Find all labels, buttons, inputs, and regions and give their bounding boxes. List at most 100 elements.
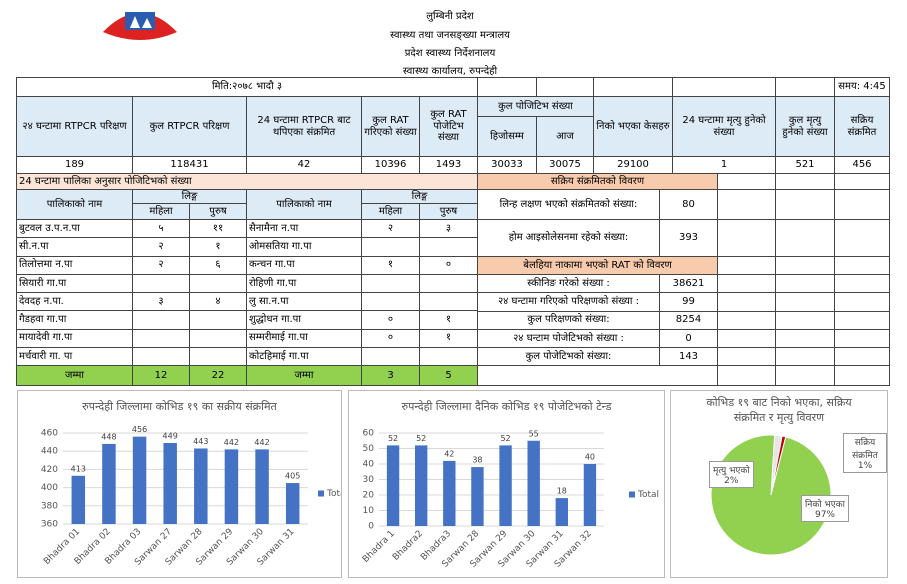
bar [285, 483, 300, 524]
table-cell [834, 274, 890, 294]
value-cell: 10396 [361, 156, 420, 174]
municipal-cell [361, 292, 420, 312]
bar [132, 436, 147, 524]
table-cell [834, 328, 890, 348]
municipal-cell: गैडहवा गा.पा [16, 310, 133, 330]
column-header: पालिकाको नाम [16, 189, 133, 220]
logo [103, 12, 177, 40]
column-header: निको भएका केसहरु [593, 96, 673, 157]
data-label: 443 [193, 437, 208, 446]
column-header: कुल RTPCR परिक्षण [132, 96, 247, 157]
municipal-cell [132, 346, 190, 366]
municipal-cell: ३ [419, 219, 478, 239]
label-cell: २४ घन्टाम पोजेटिभको संख्या : [477, 328, 660, 348]
municipal-cell: १ [189, 237, 247, 257]
table-cell [775, 347, 835, 366]
municipal-cell: १ [419, 310, 478, 330]
table-cell [834, 189, 890, 220]
table-cell [834, 219, 890, 257]
chart-title: रुपन्देही जिल्लामा कोभिड १९ का सक्रीय सं… [82, 400, 277, 413]
municipal-cell: २ [132, 255, 190, 275]
municipal-cell: ६ [189, 255, 247, 275]
table-cell [834, 347, 890, 366]
municipal-cell: बुटवल उ.प.न.पा [16, 219, 133, 239]
municipal-cell [419, 292, 478, 312]
data-label: 42 [444, 449, 454, 458]
header-line: स्वास्थ्य तथा जनसङ्ख्या मन्त्रालय [390, 30, 510, 41]
chart-title: कोभिड १९ बाट निको भएका, सक्रिय संक्रमित … [706, 396, 852, 424]
municipal-cell: ० [419, 255, 478, 275]
table-cell [775, 365, 835, 386]
municipal-cell [189, 328, 247, 348]
table-cell [834, 310, 890, 330]
data-label: 52 [500, 434, 510, 443]
table-cell [477, 77, 537, 97]
column-header: २४ घन्टामा RTPCR परिक्षण [16, 96, 133, 157]
subcolumn-header: आज [536, 116, 594, 157]
municipal-cell: ११ [189, 219, 247, 239]
data-label: 55 [529, 429, 539, 438]
bar [555, 498, 568, 526]
label-cell: होम आइसोलेसनमा रहेको संख्या: [477, 219, 660, 257]
value-cell: 30075 [536, 156, 594, 174]
municipal-cell [189, 310, 247, 330]
table-cell [536, 77, 594, 97]
table-cell [834, 292, 890, 312]
data-label: 40 [585, 453, 595, 462]
legend-label: Total [326, 489, 341, 499]
total-label: जम्मा [246, 365, 362, 386]
y-tick-label: 0 [368, 522, 374, 532]
municipal-cell: कन्चन गा.पा [246, 255, 362, 275]
pie-category: मृत्यु भएको [713, 466, 750, 476]
total-label: जम्मा [16, 365, 133, 386]
table-cell [717, 365, 776, 386]
data-label: 405 [285, 472, 300, 481]
bar [386, 445, 400, 526]
column-header: लिङ्ग [132, 189, 247, 204]
label-cell: कुल परिक्षणको संख्या: [477, 310, 660, 330]
municipal-cell: १ [419, 328, 478, 348]
chart: 0 10 20 30 40 50 60 52 52 42 38 52 55 18 40 Bhadra 1 Bha… [348, 390, 665, 578]
municipal-cell: देवदह न.पा. [16, 292, 133, 312]
bar [163, 443, 177, 524]
column-header: पालिकाको नाम [246, 189, 362, 220]
header-line: स्वास्थ्य कार्यालय, रुपन्देही [402, 66, 498, 77]
value-cell: 1493 [419, 156, 478, 174]
value-cell: 393 [659, 219, 718, 257]
pie-category: सक्रिय संक्रमित [852, 438, 878, 461]
header-line: लुम्बिनी प्रदेश [426, 11, 474, 22]
column-header: महिला [361, 203, 420, 220]
value-cell: 1 [672, 156, 776, 174]
header-line: प्रदेश स्वास्थ्य निर्देशनालय [404, 48, 496, 59]
data-label: 18 [557, 487, 567, 496]
x-tick-label: Bhadra 1 [361, 529, 397, 565]
bar [527, 440, 540, 526]
table-cell [593, 77, 673, 97]
label-cell: लिन्ह लक्षण भएको संक्रमितको संख्या: [477, 189, 660, 220]
municipal-cell: तिलोत्तमा न.पा [16, 255, 133, 275]
table-cell [717, 219, 776, 257]
section-title: 24 घन्टामा पालिका अनुसार पोजिटिभको संख्य… [16, 173, 478, 190]
table-cell [477, 365, 718, 386]
table-cell [717, 256, 776, 275]
bar [415, 445, 428, 526]
bar [224, 449, 239, 524]
value-cell: 30033 [477, 156, 537, 174]
column-header: 24 घन्टामा मृत्यु हुनेको संख्या [672, 96, 776, 157]
municipal-cell [419, 237, 478, 257]
municipal-cell: रोहिणी गा.पा [246, 273, 362, 293]
table-cell [775, 328, 835, 348]
data-label: 456 [132, 425, 147, 434]
municipal-cell: ० [361, 310, 420, 330]
y-tick-label: 30 [363, 475, 375, 485]
y-tick-label: 10 [363, 506, 375, 516]
legend-label: Total [637, 490, 659, 500]
municipal-cell [361, 237, 420, 257]
municipal-cell: ३ [132, 292, 190, 312]
municipal-cell: सियारी गा.पा [16, 273, 133, 293]
y-tick-label: 360 [41, 520, 58, 530]
bar [471, 467, 484, 526]
y-tick-label: 440 [41, 447, 58, 457]
data-label: 38 [472, 456, 482, 465]
municipal-cell [189, 346, 247, 366]
